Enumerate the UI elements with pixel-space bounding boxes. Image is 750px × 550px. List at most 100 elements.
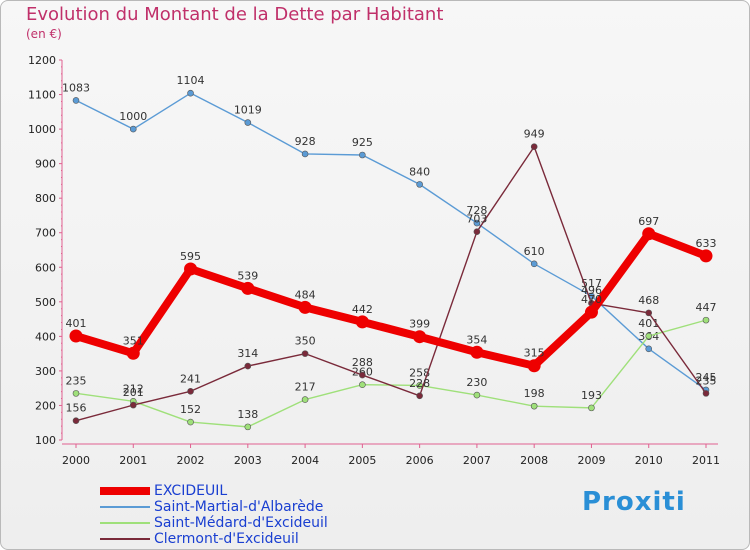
legend-label: EXCIDEUIL	[154, 483, 228, 499]
data-label: 470	[581, 293, 602, 306]
data-point	[184, 262, 198, 276]
data-label: 212	[123, 382, 144, 395]
series-line	[75, 92, 707, 391]
y-tick-label: 500	[35, 296, 56, 309]
data-point	[244, 119, 252, 126]
x-tick-label: 2000	[62, 454, 90, 467]
data-point	[530, 260, 538, 268]
data-point	[72, 390, 80, 397]
y-tick-label: 100	[35, 434, 56, 447]
data-label: 258	[409, 366, 430, 379]
data-label: 350	[295, 335, 316, 348]
data-label: 697	[638, 215, 659, 228]
legend-swatch	[100, 506, 150, 508]
x-tick-label: 2007	[463, 454, 491, 467]
data-label: 230	[466, 376, 487, 389]
data-label: 241	[180, 372, 201, 385]
data-label: 1104	[177, 74, 205, 87]
data-point	[645, 309, 653, 317]
data-point	[187, 89, 194, 97]
data-point	[473, 219, 481, 227]
legend-swatch	[100, 487, 150, 495]
chart-unit: (en €)	[26, 27, 62, 41]
data-label: 1019	[234, 104, 262, 117]
data-label: 156	[66, 402, 87, 415]
data-point	[298, 300, 312, 314]
data-point	[187, 418, 194, 426]
data-point	[69, 329, 83, 343]
y-tick-label: 900	[35, 158, 56, 171]
data-point	[355, 315, 369, 329]
data-point	[527, 359, 541, 373]
data-label: 925	[352, 136, 373, 149]
legend-swatch	[100, 522, 150, 524]
data-point	[645, 345, 653, 353]
x-tick-label: 2006	[406, 454, 434, 467]
data-point	[470, 345, 484, 359]
data-point	[301, 150, 309, 158]
series-line	[75, 319, 707, 428]
data-label: 354	[466, 333, 487, 346]
data-label: 315	[524, 347, 545, 360]
y-tick-label: 300	[35, 365, 56, 378]
data-label: 235	[66, 374, 87, 387]
data-point	[129, 125, 137, 133]
data-point	[699, 249, 713, 263]
y-tick-label: 1100	[28, 89, 56, 102]
x-tick-label: 2005	[348, 454, 376, 467]
data-point	[702, 316, 710, 324]
data-point	[359, 151, 366, 159]
data-point	[416, 181, 423, 188]
series-line	[72, 229, 710, 370]
data-label: 442	[352, 303, 373, 316]
data-point	[244, 423, 252, 431]
y-tick-label: 200	[35, 399, 56, 412]
x-tick-label: 2011	[692, 454, 720, 467]
x-tick-label: 2002	[177, 454, 205, 467]
data-point	[72, 417, 80, 424]
y-tick-label: 800	[35, 192, 56, 205]
y-tick-label: 1000	[28, 123, 56, 136]
data-label: 198	[524, 387, 545, 400]
data-label: 152	[180, 403, 201, 416]
data-label: 217	[295, 381, 316, 394]
legend-label: Saint-Médard-d'Excideuil	[154, 515, 328, 531]
chart-title: Evolution du Montant de la Dette par Hab…	[26, 4, 444, 25]
data-point	[129, 401, 137, 409]
data-point	[187, 387, 194, 395]
x-tick-label: 2008	[520, 454, 548, 467]
legend-swatch	[100, 538, 150, 540]
data-point	[473, 228, 481, 235]
legend-label: Saint-Martial-d'Albarède	[154, 499, 324, 515]
data-label: 399	[409, 318, 430, 331]
data-point	[359, 371, 366, 379]
data-point	[530, 143, 538, 151]
data-label: 539	[237, 269, 258, 282]
x-tick-label: 2009	[577, 454, 605, 467]
data-label: 468	[638, 294, 659, 307]
data-label: 595	[180, 250, 201, 263]
data-label: 484	[295, 288, 316, 301]
data-label: 517	[581, 277, 602, 290]
data-label: 193	[581, 389, 602, 402]
data-point	[72, 97, 80, 104]
data-label: 949	[524, 128, 545, 141]
data-label: 288	[352, 356, 373, 369]
legend-label: Clermont-d'Excideuil	[154, 531, 299, 547]
data-point	[645, 332, 653, 340]
data-point	[584, 305, 598, 319]
data-label: 235	[696, 374, 717, 387]
data-label: 496	[581, 284, 602, 297]
data-label: 245	[696, 371, 717, 384]
y-tick-label: 700	[35, 227, 56, 240]
y-tick-label: 400	[35, 330, 56, 343]
data-label: 228	[409, 377, 430, 390]
data-label: 633	[696, 237, 717, 250]
x-tick-label: 2010	[635, 454, 663, 467]
data-label: 138	[237, 408, 258, 421]
data-point	[359, 381, 366, 389]
data-label: 201	[123, 386, 144, 399]
proxiti-logo: Proxiti	[582, 487, 686, 517]
